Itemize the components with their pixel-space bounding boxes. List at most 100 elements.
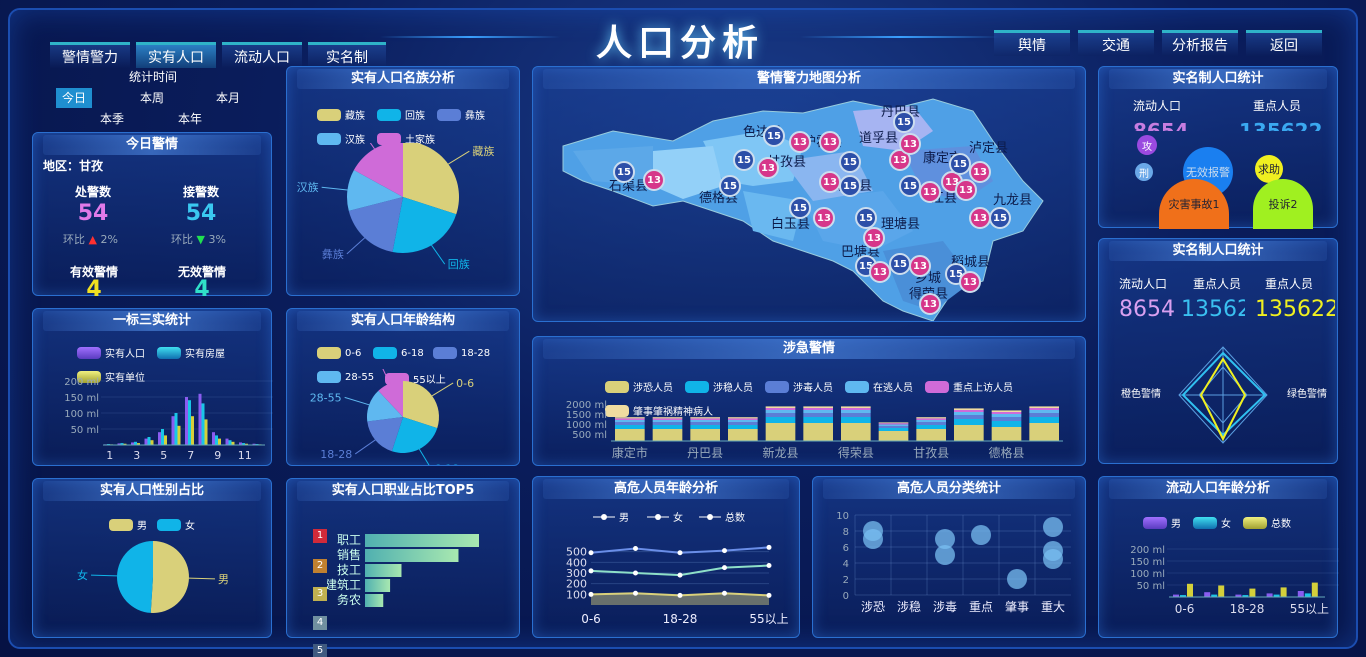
time-quarter[interactable]: 本季 xyxy=(99,112,124,126)
handled-value: 54 xyxy=(77,201,109,226)
sheji-panel: 涉急警情 涉恐人员 涉稳人员 涉毒人员 在逃人员 重点上访人员 肇事肇祸精神病人… xyxy=(532,336,1086,466)
bar-segment xyxy=(878,428,909,431)
bar-segment xyxy=(803,408,833,410)
map-pin[interactable]: 13 xyxy=(819,171,841,193)
county-litang[interactable]: 理塘县 xyxy=(881,217,921,232)
bar xyxy=(185,397,188,445)
tab-yuqing[interactable]: 舆情 xyxy=(994,30,1070,56)
map-pin[interactable]: 13 xyxy=(919,293,941,315)
tab-back[interactable]: 返回 xyxy=(1246,30,1322,56)
map-pin[interactable]: 13 xyxy=(869,261,891,283)
time-week[interactable]: 本周 xyxy=(139,91,164,105)
map-pin[interactable]: 13 xyxy=(819,131,841,153)
legend-text: 涉恐人员 xyxy=(633,383,673,394)
map-pin[interactable]: 13 xyxy=(863,227,885,249)
rank-badge-3: 3 xyxy=(313,587,327,601)
bubble-gong[interactable]: 攻 xyxy=(1137,135,1157,155)
map-pin[interactable]: 13 xyxy=(757,157,779,179)
map-pin[interactable]: 13 xyxy=(955,179,977,201)
map-pin[interactable]: 15 xyxy=(893,111,915,133)
map-pin[interactable]: 13 xyxy=(969,207,991,229)
time-today[interactable]: 今日 xyxy=(56,88,92,108)
category-label: 职工 xyxy=(337,533,361,547)
map-pin[interactable]: 15 xyxy=(989,207,1011,229)
map-pin[interactable]: 13 xyxy=(959,271,981,293)
legend-swatch xyxy=(1243,516,1267,529)
bubble-xing[interactable]: 刑 xyxy=(1135,163,1153,181)
realname-col2: 重点人员 xyxy=(1253,99,1302,113)
county-daofu[interactable]: 道孚县 xyxy=(859,131,899,146)
bar-segment xyxy=(878,431,909,441)
map-pin[interactable]: 13 xyxy=(813,207,835,229)
legend-male: 男 xyxy=(109,517,147,532)
pie-leader-line xyxy=(344,396,370,406)
gender-title: 实有人口性别占比 xyxy=(43,481,261,501)
tab-shiyou[interactable]: 实有人口 xyxy=(136,42,216,68)
pie-slice xyxy=(403,381,439,429)
rank-badge-4: 4 xyxy=(313,616,327,630)
map-pin[interactable]: 13 xyxy=(889,149,911,171)
map-pin[interactable]: 13 xyxy=(899,133,921,155)
data-point xyxy=(722,590,727,596)
bar-segment xyxy=(841,406,871,408)
map-pin[interactable]: 15 xyxy=(789,197,811,219)
map-pin[interactable]: 13 xyxy=(969,161,991,183)
county-jiulong[interactable]: 九龙县 xyxy=(993,193,1033,208)
time-month[interactable]: 本月 xyxy=(215,91,240,105)
map-pin[interactable]: 15 xyxy=(889,253,911,275)
legend-swatch xyxy=(765,380,789,393)
tab-jiaotong[interactable]: 交通 xyxy=(1078,30,1154,56)
bubble-complaint[interactable]: 投诉2 xyxy=(1253,179,1313,229)
bubble-help[interactable]: 求助 xyxy=(1255,155,1283,183)
bubble-disaster[interactable]: 灾害事故1 xyxy=(1159,179,1229,229)
invalid-label: 无效警情 xyxy=(177,265,226,279)
map-pin[interactable]: 15 xyxy=(839,175,861,197)
tab-report[interactable]: 分析报告 xyxy=(1162,30,1238,56)
realname-val1: 8654 xyxy=(1133,119,1189,131)
bar-segment xyxy=(765,417,796,423)
gender-chart: 男女 xyxy=(77,541,229,613)
pie-leader-line xyxy=(188,577,215,580)
tab-jingqing[interactable]: 警情警力 xyxy=(50,42,130,68)
map-pin[interactable]: 13 xyxy=(919,181,941,203)
map-pin[interactable]: 15 xyxy=(613,161,635,183)
map-pin[interactable]: 13 xyxy=(789,131,811,153)
map-pin[interactable]: 13 xyxy=(909,255,931,277)
time-year[interactable]: 本年 xyxy=(177,112,202,126)
county-luding[interactable]: 泸定县 xyxy=(969,141,1009,156)
x-tick-label: 涉恐 xyxy=(861,600,885,614)
bar xyxy=(164,435,167,445)
map-pin[interactable]: 15 xyxy=(733,149,755,171)
received-value: 54 xyxy=(185,201,217,226)
legend-zang: 藏族 xyxy=(317,107,365,122)
pie-label: 彝族 xyxy=(322,247,344,261)
arrow-down-icon: ▼ xyxy=(196,233,205,246)
rank-badge-5: 5 xyxy=(313,644,327,657)
scatter-point xyxy=(1043,549,1063,569)
tab-shiming[interactable]: 实名制 xyxy=(308,42,386,68)
map-pin[interactable]: 15 xyxy=(855,207,877,229)
map-pin[interactable]: 15 xyxy=(763,125,785,147)
map-pin[interactable]: 13 xyxy=(643,169,665,191)
bar-segment xyxy=(728,422,758,425)
tab-liudong[interactable]: 流动人口 xyxy=(222,42,302,68)
map-pin[interactable]: 15 xyxy=(719,175,741,197)
map-pin[interactable]: 15 xyxy=(949,153,971,175)
bar xyxy=(158,432,161,445)
x-tick-label: 9 xyxy=(214,449,221,462)
bar-segment xyxy=(615,420,645,422)
pie-slice xyxy=(348,197,403,253)
map-pin[interactable]: 15 xyxy=(899,175,921,197)
x-tick-label: 得荣县 xyxy=(838,445,874,460)
data-point xyxy=(722,548,727,554)
data-point xyxy=(677,550,683,556)
bar-segment xyxy=(765,410,796,413)
map-pin[interactable]: 15 xyxy=(839,151,861,173)
legend-swatch xyxy=(77,346,101,359)
bar-segment xyxy=(916,417,946,419)
bar-segment xyxy=(954,408,984,410)
y-tick-label: 400 xyxy=(566,556,587,569)
bar-segment xyxy=(690,420,720,422)
county-baiyu[interactable]: 白玉县 xyxy=(771,217,811,232)
county-shiqu[interactable]: 石渠县 xyxy=(609,179,649,194)
